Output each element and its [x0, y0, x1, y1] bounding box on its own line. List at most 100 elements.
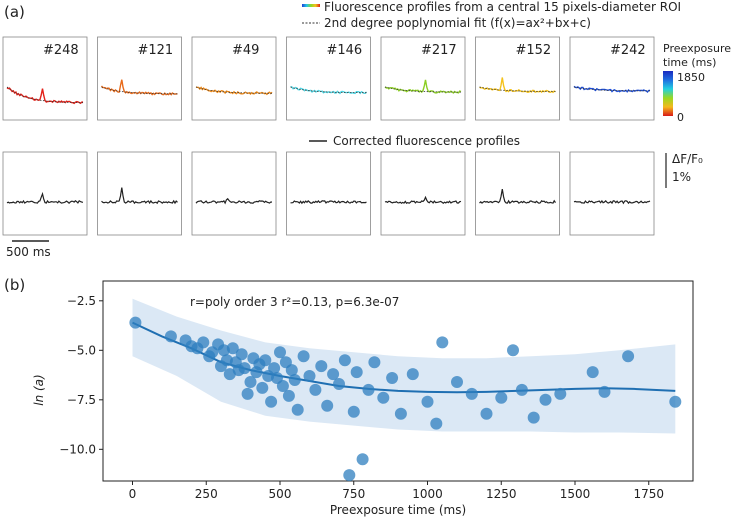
data-point	[291, 403, 304, 416]
data-point	[276, 380, 289, 392]
data-point	[386, 372, 399, 384]
data-point	[197, 336, 210, 349]
y-tick-label: −5.0	[67, 343, 96, 357]
corrected-profile-panel	[475, 151, 560, 236]
corrected-trace	[290, 199, 367, 205]
data-point	[282, 389, 295, 402]
data-point	[598, 385, 611, 398]
poly-fit-trace	[195, 86, 272, 94]
panel-frame	[286, 36, 371, 121]
data-point	[507, 344, 519, 357]
x-tick-label: 1750	[633, 487, 664, 501]
panel-frame	[380, 36, 466, 121]
cell-id-label: #217	[421, 43, 457, 58]
poly-fit-trace	[101, 86, 178, 95]
data-point	[241, 387, 254, 400]
y-axis-label: ln (a)	[32, 374, 46, 405]
data-point	[421, 395, 434, 408]
data-point	[480, 407, 493, 420]
data-point	[554, 387, 567, 400]
scale-time-label: 500 ms	[6, 245, 51, 259]
data-point	[297, 350, 310, 363]
cell-id-label: #146	[327, 43, 363, 58]
poly-fit-trace	[6, 86, 83, 104]
panel-b-label: (b)	[4, 276, 25, 294]
data-point	[377, 391, 390, 404]
data-point	[350, 366, 363, 379]
raw-profile-panel: #121	[97, 36, 182, 121]
corrected-profile-panel	[191, 151, 277, 236]
fit-annotation: r=poly order 3 r²=0.13, p=6.3e-07	[190, 295, 399, 309]
corrected-profile-panel	[286, 151, 371, 236]
data-point	[539, 393, 552, 406]
data-point	[394, 407, 407, 420]
corrected-trace	[195, 197, 273, 205]
raw-trace	[100, 79, 178, 96]
x-tick-label: 500	[269, 487, 292, 501]
raw-profile-panel: #49	[191, 36, 277, 121]
data-point	[586, 366, 599, 379]
data-point	[164, 330, 177, 343]
data-point	[343, 469, 356, 482]
cell-id-label: #152	[516, 43, 552, 58]
panel-frame	[191, 151, 277, 236]
corrected-trace	[573, 199, 651, 205]
panel-frame	[2, 151, 88, 236]
corrected-profile-panel	[380, 151, 466, 236]
x-tick-label: 0	[129, 487, 137, 501]
corrected-trace	[479, 188, 556, 204]
data-point	[406, 368, 419, 381]
data-point	[362, 383, 375, 396]
data-point	[129, 316, 142, 329]
corrected-profile-row	[2, 151, 655, 236]
data-point	[265, 395, 278, 408]
panel-frame	[475, 151, 560, 236]
scale-pct-label: 1%	[672, 170, 691, 184]
corrected-trace	[6, 191, 84, 205]
y-tick-label: −10.0	[59, 442, 96, 456]
cell-id-label: #242	[610, 43, 646, 58]
cell-id-label: #248	[43, 43, 79, 58]
data-point	[238, 362, 251, 375]
panel-frame	[2, 36, 88, 121]
corrected-profile-panel	[569, 151, 655, 236]
data-point	[235, 348, 248, 361]
data-point	[268, 362, 281, 375]
panel-a-label: (a)	[4, 3, 25, 21]
data-point	[368, 356, 381, 369]
data-point	[333, 378, 345, 390]
raw-profile-panel: #242	[569, 36, 655, 121]
data-point	[244, 376, 257, 388]
poly-fit-trace	[479, 86, 556, 92]
data-point	[622, 350, 635, 363]
corrected-trace	[384, 195, 462, 204]
raw-profile-panel: #217	[380, 36, 466, 121]
raw-trace	[290, 86, 368, 95]
x-tick-label: 250	[195, 487, 218, 501]
raw-trace	[6, 87, 84, 105]
data-point	[356, 453, 369, 466]
corrected-trace	[101, 187, 178, 205]
data-point	[338, 354, 351, 367]
colorbar-min-label: 0	[677, 111, 684, 124]
x-tick-label: 750	[342, 487, 365, 501]
raw-trace	[384, 79, 462, 94]
data-point	[515, 383, 528, 396]
raw-trace	[573, 85, 651, 93]
data-point	[285, 364, 298, 377]
raw-profile-panel: #146	[286, 36, 371, 121]
data-point	[274, 346, 286, 359]
scatter-plot: 0 250 500 750 1000 1250 1500 1750 −2.5 −5.0 −7.5 −1…	[59, 280, 694, 501]
data-point	[669, 395, 682, 408]
data-point	[327, 368, 340, 381]
data-point	[256, 381, 269, 394]
data-point	[436, 336, 449, 349]
data-point	[321, 399, 334, 412]
poly-fit-trace	[573, 86, 650, 92]
x-tick-label: 1250	[486, 487, 517, 501]
x-tick-label: 1000	[412, 487, 443, 501]
data-point	[347, 405, 360, 418]
panel-frame	[97, 36, 182, 121]
panel-frame	[475, 36, 560, 121]
